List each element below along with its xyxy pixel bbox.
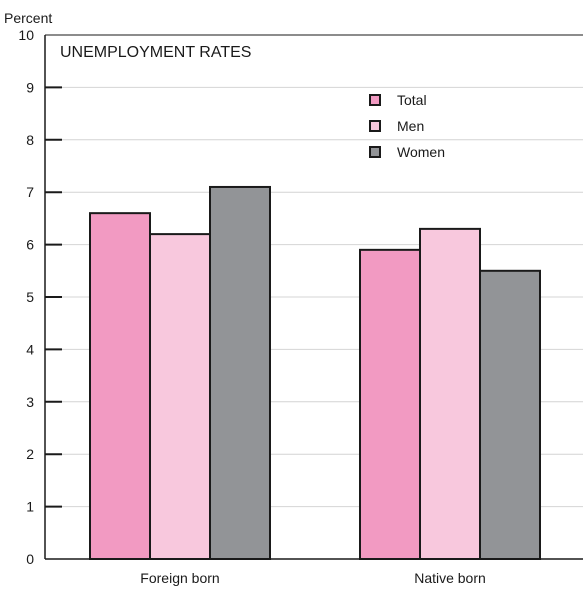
bars xyxy=(89,185,541,561)
legend: Total Men Women xyxy=(369,92,445,160)
y-axis-title: Percent xyxy=(4,10,52,26)
x-tick-label: Native born xyxy=(414,570,486,586)
bar xyxy=(359,248,421,560)
legend-swatch xyxy=(369,94,381,106)
bar xyxy=(479,269,541,560)
y-tick-label: 4 xyxy=(26,341,34,357)
bar xyxy=(89,212,151,560)
y-tick-label: 6 xyxy=(26,237,34,253)
y-tick-label: 3 xyxy=(26,394,34,410)
y-tick-label: 0 xyxy=(26,551,34,567)
legend-label: Total xyxy=(397,92,427,108)
y-tick-label: 8 xyxy=(26,132,34,148)
bar xyxy=(209,185,271,561)
bar xyxy=(149,233,211,560)
chart-title: UNEMPLOYMENT RATES xyxy=(60,44,251,61)
legend-label: Men xyxy=(397,118,424,134)
y-tick-label: 5 xyxy=(26,289,34,305)
legend-label: Women xyxy=(397,144,445,160)
legend-swatch xyxy=(369,120,381,132)
x-axis-labels: Foreign born Native born xyxy=(140,570,485,586)
legend-swatch xyxy=(369,146,381,158)
y-tick-label: 9 xyxy=(26,79,34,95)
y-tick-label: 7 xyxy=(26,184,34,200)
x-tick-label: Foreign born xyxy=(140,570,219,586)
y-tick-label: 1 xyxy=(26,499,34,515)
y-tick-label: 2 xyxy=(26,446,34,462)
bar xyxy=(419,227,481,560)
y-axis-ticks: 0 1 2 3 4 5 6 7 8 9 10 xyxy=(18,27,62,567)
y-tick-label: 10 xyxy=(18,27,34,43)
